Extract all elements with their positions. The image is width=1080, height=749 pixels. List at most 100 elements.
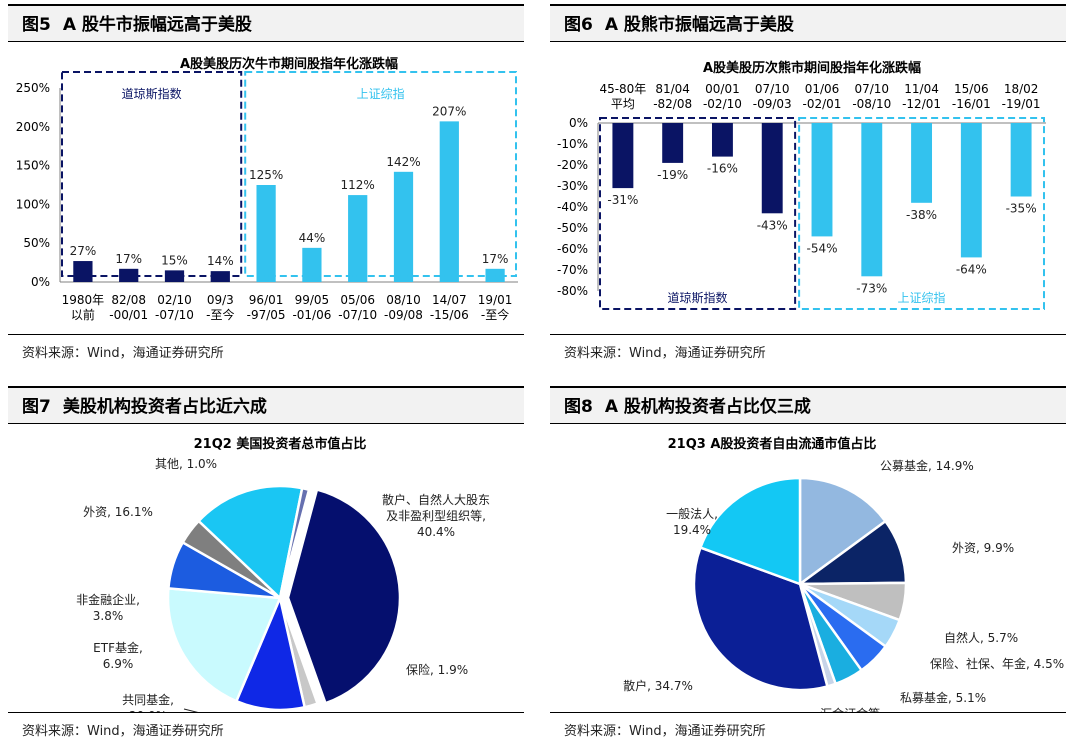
figure-6-number: 图6 bbox=[564, 15, 593, 35]
category-label: 02/10 bbox=[157, 293, 192, 307]
figure-8-source: 资料来源：Wind，海通证券研究所 bbox=[564, 724, 766, 739]
figure-7-panel: 图7 美股机构投资者占比近六成 21Q2 美国投资者总市值占比 散户、自然人大股东及… bbox=[8, 386, 524, 746]
data-label: -38% bbox=[906, 208, 937, 222]
pie-slice bbox=[166, 587, 282, 703]
category-label: 81/04 bbox=[655, 82, 690, 96]
bar bbox=[911, 123, 933, 203]
bull-market-bar-chart: A股美股历次牛市期间股指年化涨跌幅 0% 50% 100% 150% 200% 250% 27… bbox=[16, 56, 518, 322]
figure-6-title: 图6 A 股熊市振幅远高于美股 bbox=[550, 4, 1066, 42]
category-label: -00/01 bbox=[109, 308, 148, 322]
slice-label: 私募基金, 5.1% bbox=[900, 690, 986, 705]
category-label: 15/06 bbox=[954, 82, 989, 96]
leader-line bbox=[183, 708, 199, 712]
category-label: -01/06 bbox=[292, 308, 331, 322]
group-box bbox=[599, 117, 797, 310]
bar bbox=[1010, 123, 1032, 197]
category-label: -07/10 bbox=[155, 308, 194, 322]
data-label: -19% bbox=[657, 168, 688, 182]
slice-label: 6.9% bbox=[103, 657, 134, 671]
slice-label: 非金融企业, bbox=[76, 592, 140, 607]
bar bbox=[811, 123, 833, 237]
data-label: 17% bbox=[115, 252, 142, 266]
figure-7-heading: 美股机构投资者占比近六成 bbox=[62, 397, 267, 417]
category-label: 00/01 bbox=[705, 82, 740, 96]
category-label: 11/04 bbox=[904, 82, 939, 96]
category-label: 99/05 bbox=[295, 293, 330, 307]
pie-slice bbox=[698, 476, 802, 586]
bar bbox=[761, 123, 783, 214]
data-label: 125% bbox=[249, 168, 283, 182]
pie-slice bbox=[692, 545, 829, 692]
group-label: 上证综指 bbox=[898, 290, 946, 305]
data-label: -43% bbox=[757, 218, 788, 232]
category-label: -09/08 bbox=[384, 308, 423, 322]
category-label: -97/05 bbox=[247, 308, 286, 322]
data-label: -64% bbox=[956, 262, 987, 276]
slice-label: 40.4% bbox=[417, 525, 455, 539]
y-tick-label: -80% bbox=[557, 284, 588, 298]
category-label: -19/01 bbox=[1002, 97, 1041, 111]
group-label: 道琼斯指数 bbox=[668, 290, 728, 305]
data-label: 27% bbox=[70, 244, 97, 258]
category-label: 08/10 bbox=[386, 293, 421, 307]
category-label: 07/10 bbox=[854, 82, 889, 96]
bar bbox=[164, 270, 185, 282]
data-label: 207% bbox=[432, 104, 466, 118]
bar bbox=[662, 123, 684, 163]
data-label: -16% bbox=[707, 162, 738, 176]
figure-5-source: 资料来源：Wind，海通证券研究所 bbox=[22, 346, 224, 361]
figure-8-number: 图8 bbox=[564, 397, 593, 417]
slice-label: 其他, 1.0% bbox=[155, 457, 217, 471]
category-label: -08/10 bbox=[852, 97, 891, 111]
figure-7-title: 图7 美股机构投资者占比近六成 bbox=[8, 386, 524, 424]
figure-5-divider bbox=[8, 334, 524, 335]
y-tick-label: 100% bbox=[16, 197, 50, 211]
figure-5-number: 图5 bbox=[22, 15, 51, 35]
figure-7-source: 资料来源：Wind，海通证券研究所 bbox=[22, 724, 224, 739]
data-label: -31% bbox=[607, 193, 638, 207]
figure-8-divider bbox=[550, 712, 1066, 713]
group-box bbox=[798, 117, 1045, 310]
slice-label: 20.0% bbox=[129, 709, 167, 712]
figure-7-number: 图7 bbox=[22, 397, 51, 417]
category-label: -12/01 bbox=[902, 97, 941, 111]
group-label: 上证综指 bbox=[357, 86, 405, 101]
data-label: 17% bbox=[482, 252, 509, 266]
figure-5-heading: A 股牛市振幅远高于美股 bbox=[62, 15, 252, 35]
slice-label: 自然人, 5.7% bbox=[944, 630, 1018, 645]
data-label: -35% bbox=[1006, 202, 1037, 216]
pie-slice bbox=[798, 476, 888, 587]
chart-title: A股美股历次熊市期间股指年化涨跌幅 bbox=[703, 60, 921, 76]
slice-label: 保险, 1.9% bbox=[406, 662, 468, 677]
slice-label: 3.8% bbox=[93, 609, 124, 623]
category-label: -09/03 bbox=[753, 97, 792, 111]
y-tick-label: 0% bbox=[569, 116, 588, 130]
y-tick-label: -40% bbox=[557, 200, 588, 214]
category-label: 14/07 bbox=[432, 293, 467, 307]
category-label: 19/01 bbox=[478, 293, 513, 307]
category-label: 96/01 bbox=[249, 293, 284, 307]
slice-label: 一般法人, bbox=[666, 506, 718, 521]
slice-label: 外资, 9.9% bbox=[952, 541, 1014, 555]
bar bbox=[73, 261, 93, 282]
chart-title: A股美股历次牛市期间股指年化涨跌幅 bbox=[180, 56, 398, 72]
data-label: 15% bbox=[161, 253, 188, 267]
y-tick-label: 150% bbox=[16, 159, 50, 173]
data-label: 14% bbox=[207, 254, 234, 268]
category-label: -02/01 bbox=[803, 97, 842, 111]
bar bbox=[393, 171, 414, 282]
y-tick-label: -10% bbox=[557, 137, 588, 151]
y-tick-label: -30% bbox=[557, 179, 588, 193]
bar bbox=[348, 195, 368, 282]
chart-title: 21Q3 A股投资者自由流通市值占比 bbox=[668, 436, 877, 452]
y-tick-label: 200% bbox=[16, 120, 50, 134]
slice-label: 及非盈利型组织等, bbox=[386, 509, 486, 523]
figure-6-panel: 图6 A 股熊市振幅远高于美股 A股美股历次熊市期间股指年化涨跌幅 0% -10% -2… bbox=[550, 4, 1066, 368]
bar bbox=[439, 121, 459, 282]
slice-label: 公募基金, 14.9% bbox=[880, 458, 974, 473]
category-label: 82/08 bbox=[111, 293, 146, 307]
y-tick-label: 0% bbox=[31, 275, 50, 289]
group-box bbox=[244, 71, 517, 277]
category-label: 07/10 bbox=[755, 82, 790, 96]
